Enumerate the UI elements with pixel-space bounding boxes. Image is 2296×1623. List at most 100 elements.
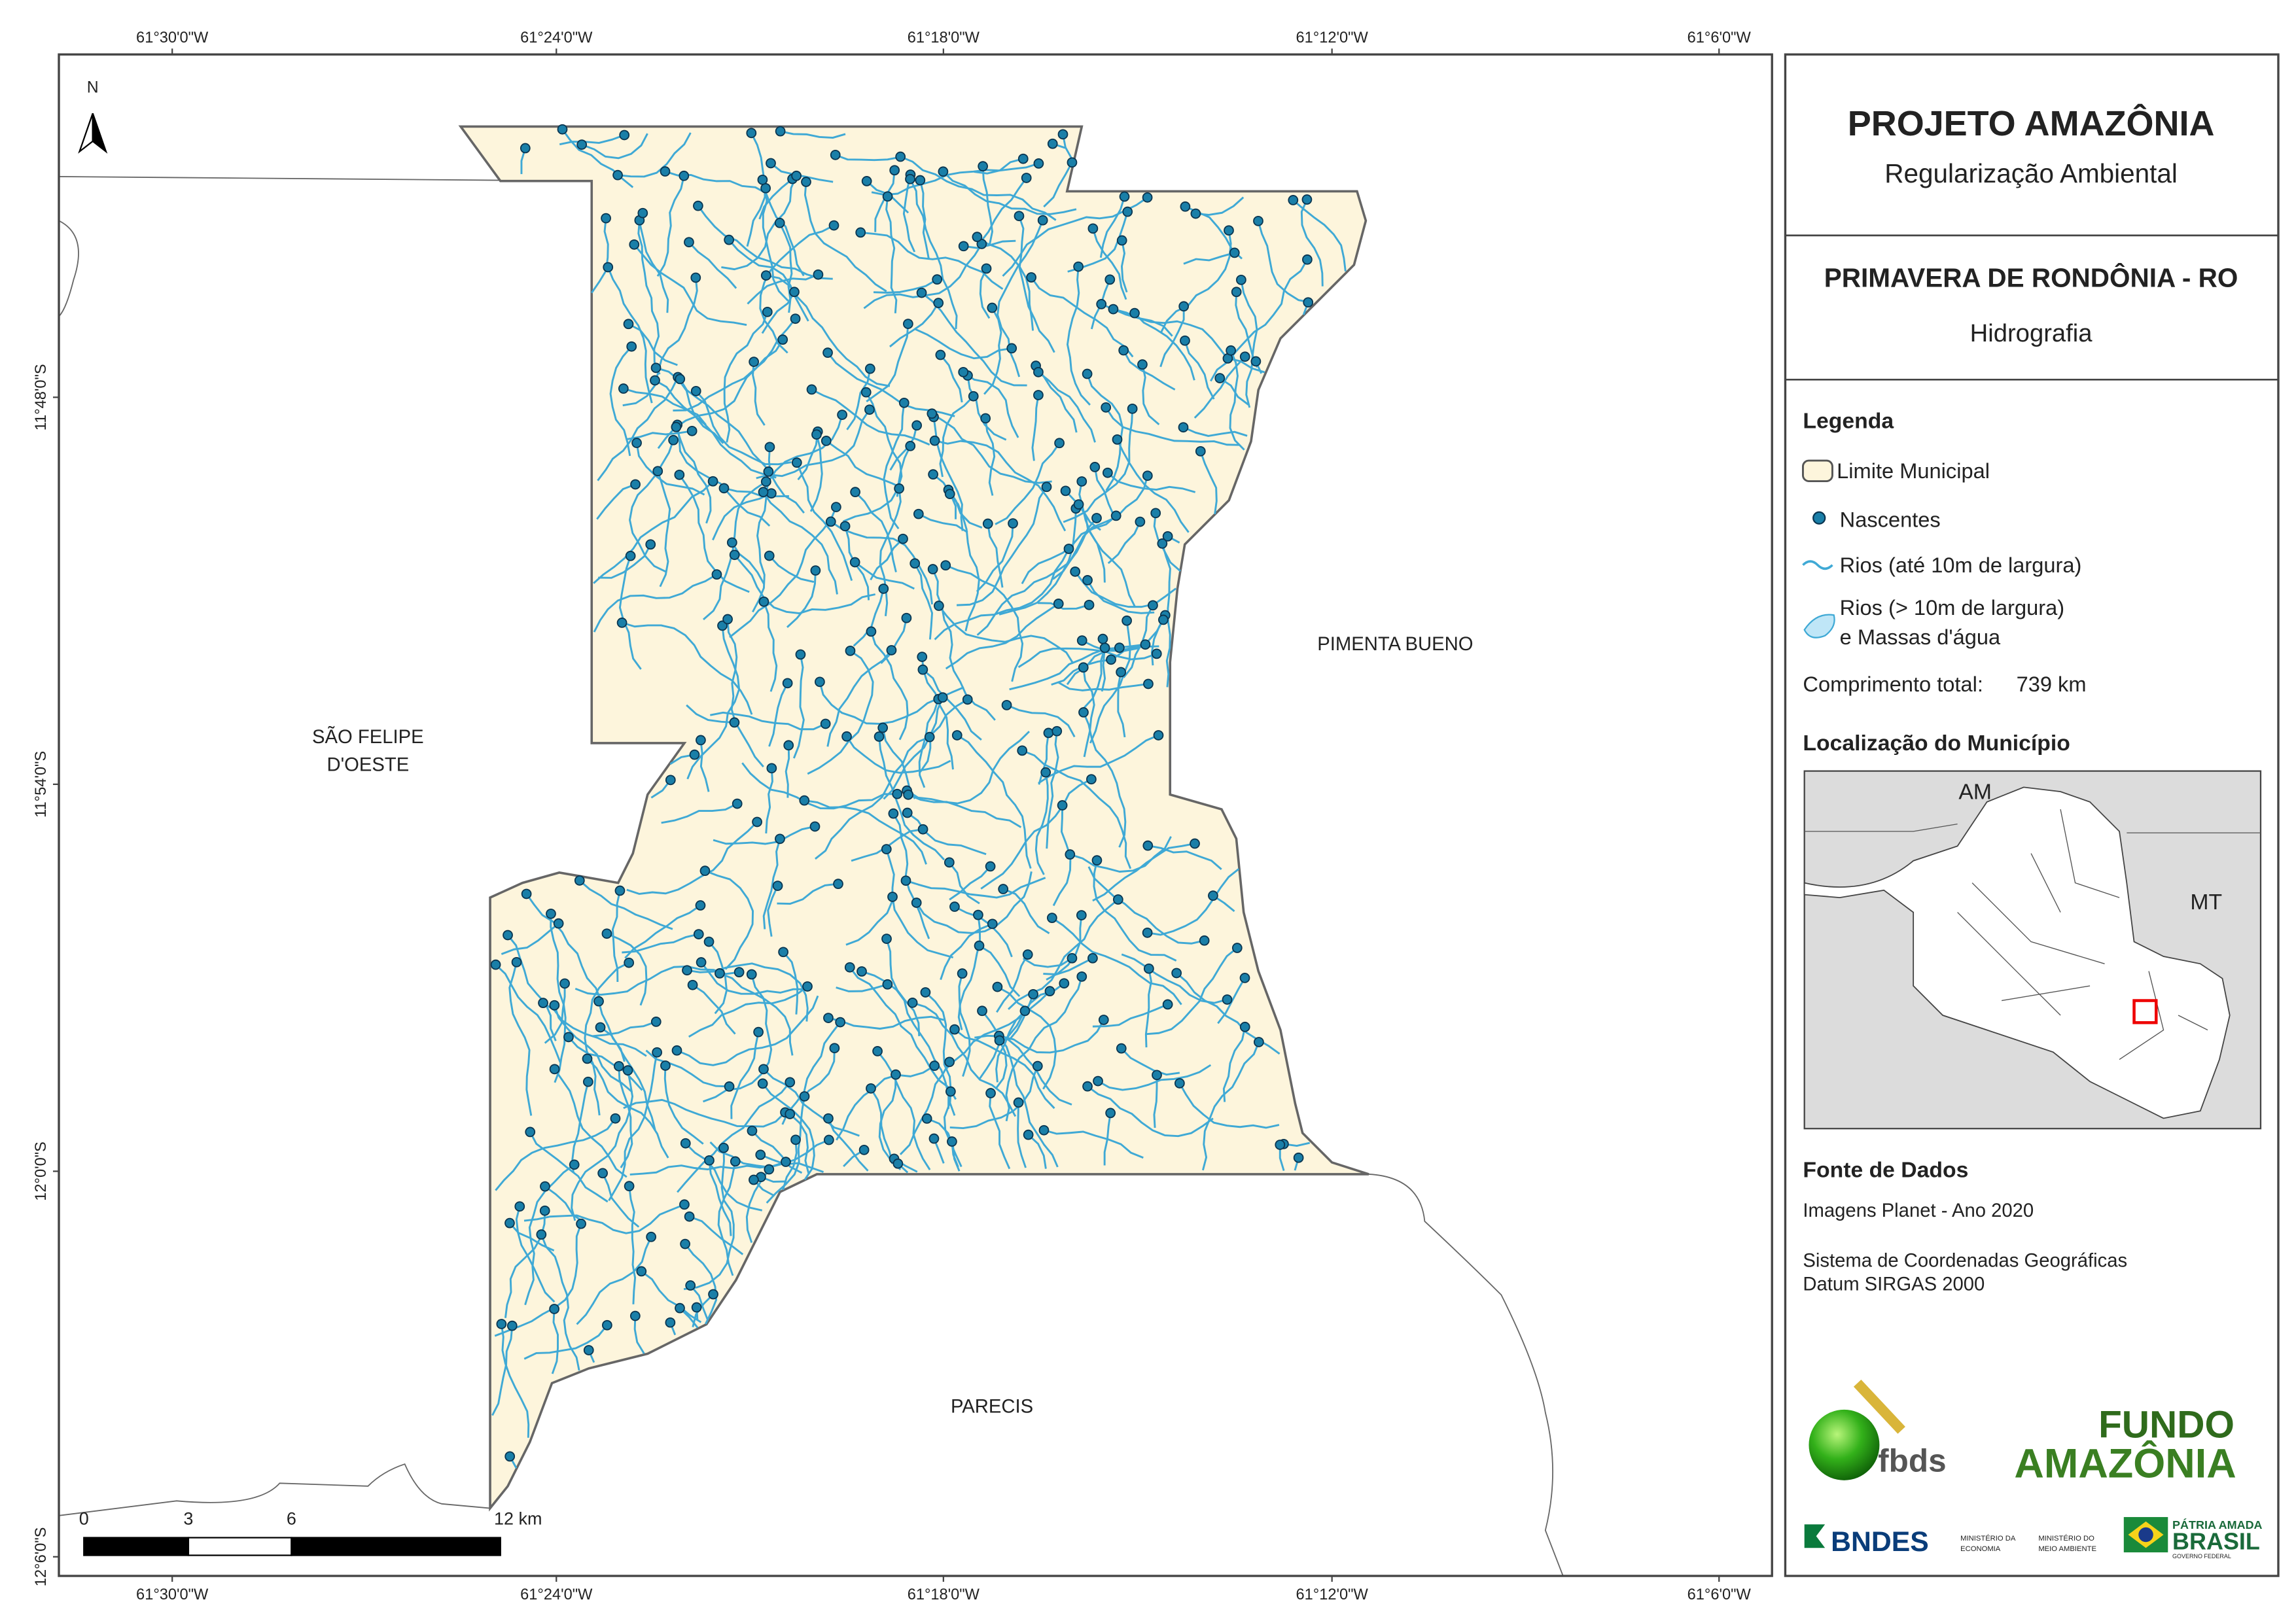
municipality-name: PRIMAVERA DE RONDÔNIA - RO bbox=[1824, 263, 2238, 293]
river bbox=[593, 480, 714, 584]
spring bbox=[1017, 745, 1028, 756]
spring bbox=[686, 425, 698, 436]
spring bbox=[525, 1126, 536, 1138]
spring bbox=[874, 731, 885, 742]
river bbox=[542, 1002, 647, 1057]
spring bbox=[576, 1218, 586, 1229]
spring bbox=[789, 287, 800, 298]
river bbox=[500, 1323, 530, 1438]
river bbox=[976, 517, 1098, 636]
longitude-label: 61°30'0"W bbox=[136, 1586, 209, 1603]
spring bbox=[1250, 356, 1262, 367]
spring bbox=[1098, 1015, 1109, 1025]
river bbox=[606, 932, 648, 1006]
spring bbox=[1060, 485, 1071, 497]
spring bbox=[1239, 973, 1250, 983]
spring bbox=[1076, 910, 1087, 920]
spring bbox=[1041, 481, 1052, 493]
place-label: PIMENTA BUENO bbox=[1317, 634, 1473, 655]
spring bbox=[864, 404, 875, 415]
spring bbox=[823, 1013, 834, 1023]
spring bbox=[944, 857, 955, 868]
spring bbox=[1178, 301, 1190, 312]
latitude-label: 12°0'0"S bbox=[33, 1142, 50, 1201]
spring bbox=[866, 1083, 876, 1094]
spring bbox=[602, 1319, 612, 1331]
river bbox=[995, 442, 1061, 525]
river bbox=[641, 1270, 702, 1323]
river bbox=[1092, 1003, 1169, 1028]
spring bbox=[1171, 968, 1182, 979]
spring bbox=[1032, 1060, 1043, 1072]
river bbox=[724, 487, 789, 498]
spring bbox=[894, 483, 905, 494]
spring bbox=[878, 584, 889, 594]
spring bbox=[718, 483, 730, 494]
spring bbox=[1073, 499, 1084, 510]
river bbox=[874, 170, 896, 232]
spring bbox=[940, 560, 951, 571]
spring bbox=[861, 176, 872, 186]
spring bbox=[760, 476, 771, 487]
river bbox=[873, 278, 938, 294]
spring bbox=[660, 166, 671, 177]
spring bbox=[872, 1046, 883, 1056]
legend-symbol bbox=[1801, 459, 1833, 482]
river bbox=[686, 704, 735, 724]
spring bbox=[695, 900, 706, 911]
river bbox=[995, 1010, 1026, 1083]
river bbox=[1257, 220, 1312, 304]
spring bbox=[1076, 635, 1087, 646]
spring bbox=[629, 1310, 641, 1321]
spring bbox=[593, 996, 604, 1007]
spring bbox=[696, 735, 706, 746]
spring bbox=[726, 537, 737, 548]
spring bbox=[1303, 297, 1314, 308]
spring bbox=[690, 385, 701, 396]
location-title: Localização do Município bbox=[1803, 731, 2070, 756]
river bbox=[966, 375, 1007, 441]
location-inset: AM MT bbox=[1803, 770, 2262, 1130]
river bbox=[609, 345, 633, 457]
river bbox=[761, 291, 796, 334]
river bbox=[891, 896, 954, 959]
river bbox=[879, 488, 902, 616]
river bbox=[622, 277, 698, 407]
spring bbox=[1119, 191, 1130, 202]
river bbox=[825, 440, 904, 490]
spring bbox=[650, 1017, 662, 1027]
river bbox=[762, 1083, 815, 1181]
river bbox=[804, 181, 887, 292]
spring bbox=[951, 730, 963, 741]
river bbox=[591, 218, 609, 294]
spring bbox=[935, 349, 946, 360]
river bbox=[815, 736, 930, 860]
river bbox=[576, 1236, 652, 1325]
spring bbox=[1087, 223, 1099, 234]
legend-symbol bbox=[1802, 560, 1833, 570]
river bbox=[752, 361, 766, 426]
neighbor-boundary bbox=[59, 176, 1564, 1577]
spring bbox=[724, 234, 734, 245]
river bbox=[637, 220, 661, 375]
spring bbox=[1067, 157, 1078, 168]
spring bbox=[903, 789, 913, 800]
spring bbox=[506, 1320, 518, 1331]
spring bbox=[1105, 1108, 1116, 1119]
map-frame bbox=[58, 53, 1773, 1577]
spring bbox=[778, 947, 788, 958]
river bbox=[762, 1068, 860, 1137]
spring bbox=[1129, 307, 1140, 319]
spring bbox=[757, 1078, 768, 1089]
river bbox=[623, 1098, 786, 1128]
state-outline bbox=[1803, 786, 2231, 1119]
spring bbox=[636, 1266, 647, 1277]
river bbox=[629, 440, 675, 573]
river bbox=[870, 631, 909, 741]
spring bbox=[938, 166, 949, 177]
source-line: Sistema de Coordenadas Geográficas bbox=[1803, 1251, 2127, 1272]
spring bbox=[746, 128, 757, 139]
river bbox=[628, 1185, 637, 1304]
river bbox=[1107, 521, 1141, 565]
spring bbox=[813, 269, 824, 280]
